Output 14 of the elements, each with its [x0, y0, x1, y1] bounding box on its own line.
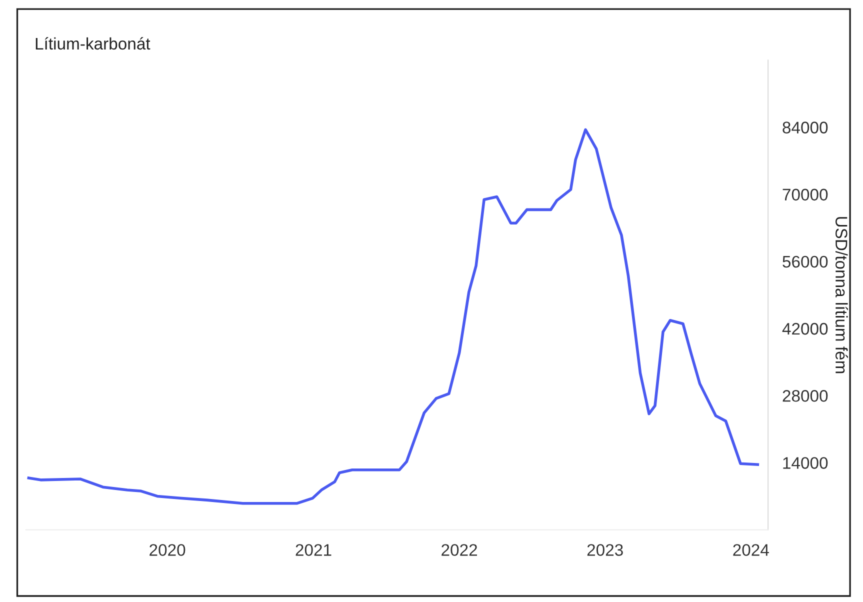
- line-series: [27, 128, 760, 505]
- x-tick-label: 2021: [296, 544, 332, 556]
- y-tick-label: 42000: [782, 322, 828, 335]
- y-tick-label: 84000: [782, 122, 828, 134]
- x-tick-label: 2020: [150, 544, 186, 556]
- y-axis-title: USD/tonna lítium fém: [836, 217, 848, 374]
- y-tick-label: 28000: [782, 390, 828, 402]
- x-tick-label: 2023: [587, 544, 623, 556]
- x-tick-label: 2022: [442, 544, 477, 556]
- y-tick-label: 14000: [783, 457, 828, 469]
- chart-title: Lítium-karbonát: [36, 37, 150, 50]
- x-tick-label: 2024: [733, 544, 769, 556]
- y-tick-label: 56000: [782, 256, 828, 268]
- y-tick-label: 70000: [782, 188, 828, 201]
